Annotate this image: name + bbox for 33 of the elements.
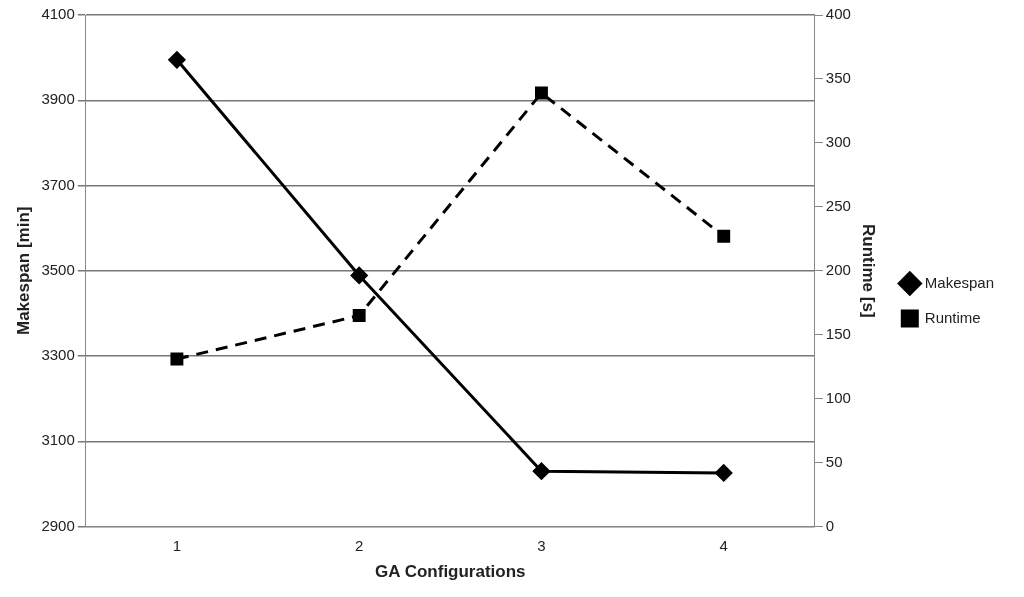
point — [352, 309, 366, 323]
point — [350, 266, 368, 284]
point — [535, 86, 548, 100]
y-tick-label: 3500 — [41, 260, 75, 278]
y2-tick-label: 250 — [825, 196, 851, 214]
y2-tick-label: 400 — [825, 5, 851, 23]
x-axis-title: GA Configurations — [375, 562, 526, 582]
y-tick-label: 3700 — [41, 175, 75, 193]
legend-label: Makespan — [924, 273, 995, 291]
y2-tick-label: 350 — [825, 69, 851, 87]
y-tick-label: 3300 — [41, 346, 75, 364]
point — [168, 51, 186, 69]
y-tick-label: 4100 — [41, 5, 75, 23]
x-tick-label: 3 — [537, 536, 546, 554]
y2-tick-label: 100 — [825, 388, 851, 406]
y-tick-label: 3100 — [41, 431, 75, 449]
y2-axis-title: Runtime [s] — [859, 224, 879, 318]
point — [170, 352, 184, 366]
y-tick-label: 3900 — [41, 90, 75, 108]
y2-tick-label: 300 — [825, 133, 851, 151]
y-axis-title: Makespan [min] — [13, 206, 33, 336]
y2-tick-label: 0 — [825, 516, 835, 534]
y2-tick-label: 150 — [825, 324, 851, 342]
y2-tick-label: 200 — [825, 260, 851, 278]
y2-tick-label: 50 — [825, 452, 843, 470]
x-tick-label: 2 — [355, 536, 364, 554]
point — [717, 229, 731, 243]
x-tick-label: 4 — [719, 536, 728, 554]
point — [532, 462, 550, 480]
y-tick-label: 2900 — [41, 516, 75, 534]
x-tick-label: 1 — [172, 536, 182, 554]
legend-label: Runtime — [924, 308, 981, 326]
point — [715, 464, 733, 482]
